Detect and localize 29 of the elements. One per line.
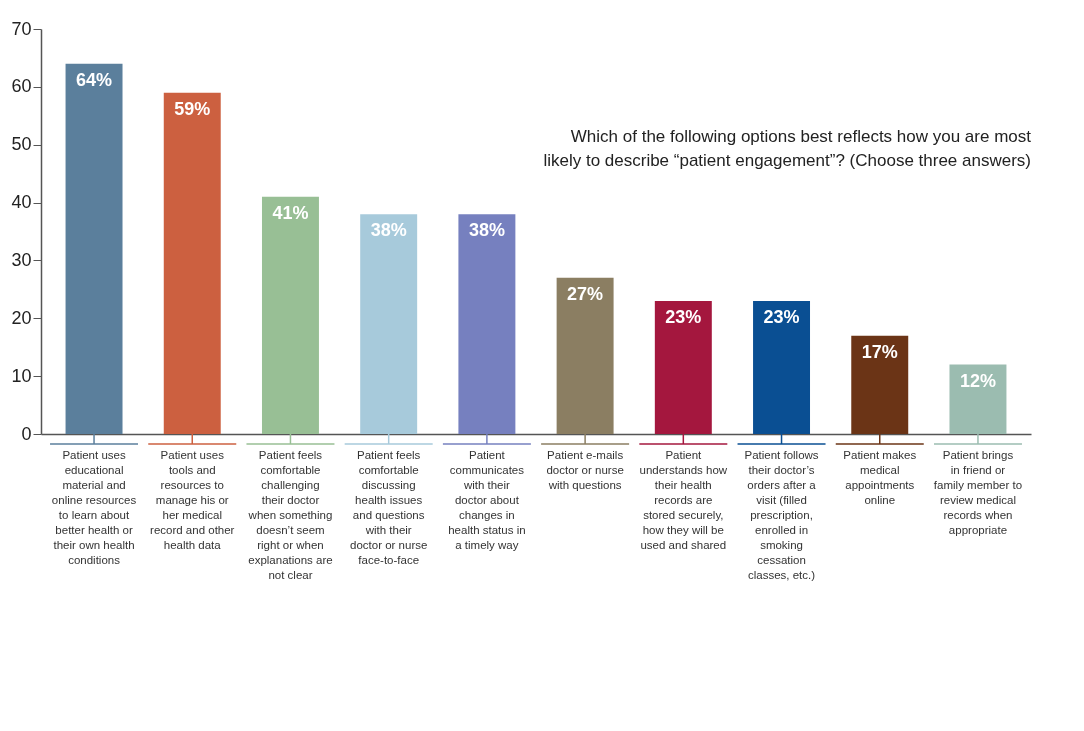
data-label: 12%: [959, 370, 996, 391]
data-label: 27%: [567, 283, 604, 304]
data-label: 38%: [370, 220, 407, 241]
text: Which of the following options best reflects how you are most likely to describe “patient engagement”? (Choose three answers): [543, 127, 1032, 170]
data-label: 38%: [468, 220, 505, 241]
y-tick-label: 10: [11, 365, 32, 386]
y-tick-label: 50: [11, 134, 32, 155]
data-label: 41%: [272, 202, 309, 223]
y-tick-label: 20: [11, 307, 32, 328]
category-label: Patient feels comfortable challenging their doctor when something doesn’t seem right or when explanations are not clear: [248, 449, 333, 581]
x-tick-label: Patient feels comfortable discussing health issues and questions with their doctor or nurse face-to-face: [350, 449, 428, 566]
y-tick-label: 60: [11, 76, 32, 97]
data-label: 17%: [861, 341, 898, 362]
x-tick-label: Patient communicates with their doctor about changes in health status in a timely way: [448, 449, 526, 551]
y-tick-label: 70: [11, 18, 32, 39]
category-label: Patient follows their doctor’s orders after a visit (filled prescription, enrolled in smoking cessation classes, etc.): [744, 449, 819, 581]
data-label: 23%: [763, 306, 800, 327]
x-tick-label: Patient uses educational material and online resources to learn about better health or their own health conditions: [51, 449, 137, 566]
y-tick-label: 30: [11, 249, 32, 270]
y-tick-label: 40: [11, 192, 32, 213]
data-label: 59%: [174, 98, 211, 119]
data-label: 23%: [665, 306, 702, 327]
x-tick-label: Patient brings in friend or family member to review medical records when appropriate: [933, 449, 1023, 536]
data-label: 64%: [76, 69, 113, 90]
x-tick-label: Patient e-mails doctor or nurse with questions: [546, 449, 624, 491]
x-tick-label: Patient makes medical appointments online: [843, 449, 917, 506]
x-tick-label: Patient uses tools and resources to manage his or her medical record and other health data: [150, 449, 235, 551]
x-tick-label: Patient understands how their health records are stored securely, how they will be used and shared: [639, 449, 728, 551]
y-tick-label: 0: [21, 423, 32, 444]
